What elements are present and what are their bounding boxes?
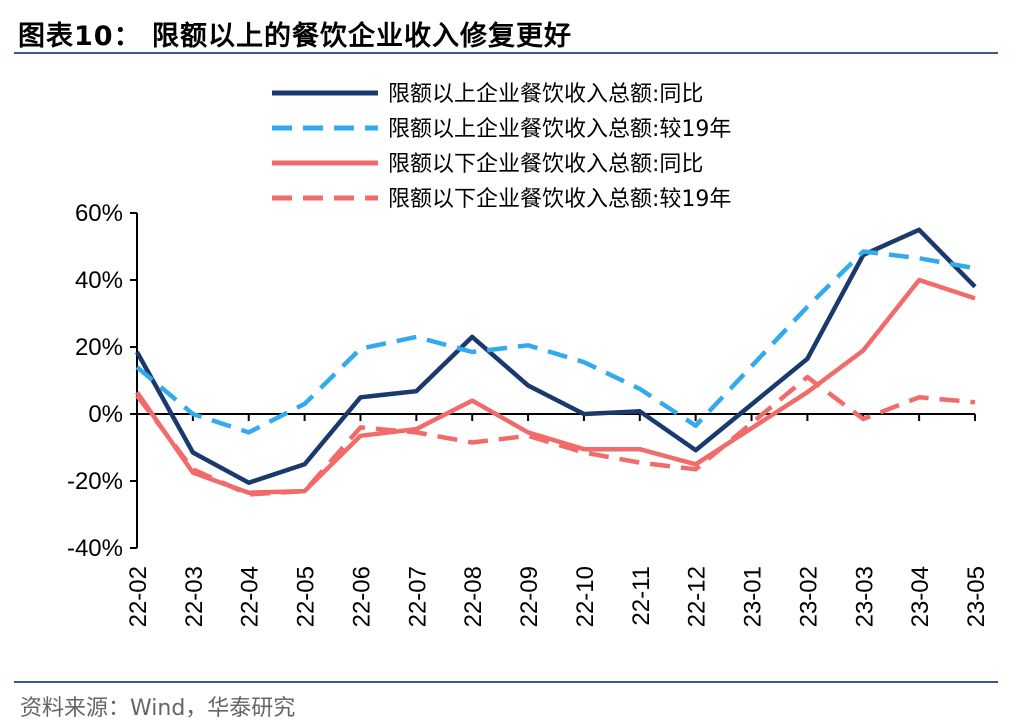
legend-label-1: 限额以上企业餐饮收入总额:同比: [388, 82, 703, 107]
title-divider: [14, 52, 998, 54]
x-tick-label: 22-12: [684, 566, 711, 627]
x-tick-label: 22-04: [237, 566, 264, 627]
legend-label-3: 限额以下企业餐饮收入总额:同比: [388, 152, 703, 177]
y-tick-label: 20%: [75, 334, 123, 361]
y-tick-label: -40%: [67, 535, 123, 562]
x-tick-label: 22-05: [293, 566, 320, 627]
chart-series: [135, 227, 977, 497]
y-tick-label: 60%: [75, 200, 123, 227]
y-tick-label: 0%: [88, 401, 123, 428]
x-tick-label: 23-01: [740, 566, 767, 627]
source-divider: [14, 681, 998, 683]
legend-label-4: 限额以下企业餐饮收入总额:较19年: [388, 187, 731, 212]
x-tick-label: 22-07: [404, 566, 431, 627]
x-tick-label: 23-04: [907, 566, 934, 627]
figure-title: 图表10： 限额以上的餐饮企业收入修复更好: [18, 21, 572, 52]
source-note: 资料来源：Wind，华泰研究: [20, 696, 296, 721]
x-tick-label: 22-08: [460, 566, 487, 627]
series-line-3: [135, 277, 976, 495]
line-chart: 限额以上企业餐饮收入总额:同比限额以上企业餐饮收入总额:较19年限额以下企业餐饮…: [67, 82, 990, 627]
series-line-4: [135, 374, 976, 497]
y-tick-label: -20%: [67, 468, 123, 495]
x-tick-label: 23-02: [795, 566, 822, 627]
y-tick-label: 40%: [75, 267, 123, 294]
chart-legend: 限额以上企业餐饮收入总额:同比限额以上企业餐饮收入总额:较19年限额以下企业餐饮…: [272, 82, 731, 212]
x-tick-label: 23-05: [963, 566, 990, 627]
x-tick-label: 23-03: [851, 566, 878, 627]
series-line-2: [135, 249, 976, 435]
series-line-1: [135, 227, 977, 485]
x-tick-label: 22-02: [125, 566, 152, 627]
chart-axes: -40% -20% 0% 20% 40% 60% 22-02 22-03 22-04 22-05 2…: [67, 200, 990, 627]
x-tick-label: 22-06: [348, 566, 375, 627]
legend-label-2: 限额以上企业餐饮收入总额:较19年: [388, 117, 731, 142]
x-tick-label: 22-11: [628, 566, 655, 626]
x-tick-label: 22-03: [181, 566, 208, 627]
x-tick-label: 22-10: [572, 566, 599, 627]
x-tick-label: 22-09: [516, 566, 543, 627]
